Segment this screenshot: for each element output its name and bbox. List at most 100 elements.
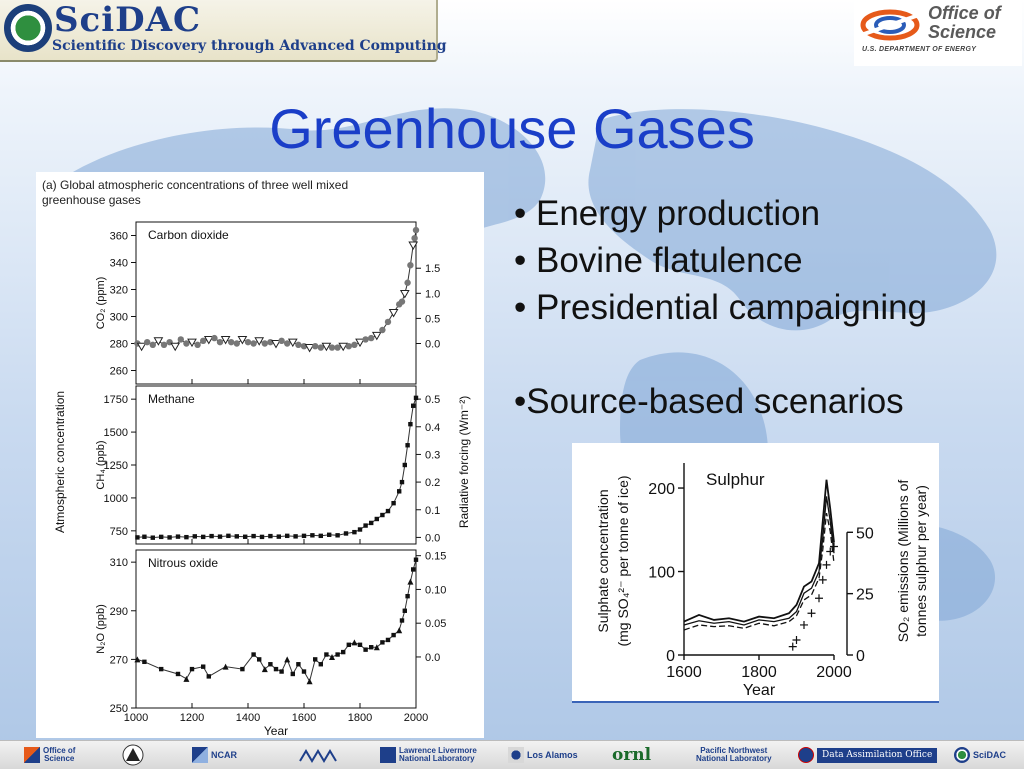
- data-point: [153, 337, 164, 346]
- y2-tick-label: 0.3: [425, 449, 440, 461]
- scidac-logo-subtitle: Scientific Discovery through Advanced Co…: [52, 38, 447, 54]
- data-point: [408, 421, 413, 427]
- data-point: [301, 533, 307, 539]
- berkeley-lab-logo: [298, 744, 338, 766]
- ncar-icon: [192, 747, 208, 763]
- data-point: [404, 279, 411, 286]
- y2-tick-label: 0.0: [425, 652, 440, 664]
- office-of-science-swoosh-icon: [860, 9, 920, 41]
- data-point: [324, 652, 329, 657]
- emission-marker: [830, 542, 838, 551]
- office-of-science-footer-icon: [24, 747, 40, 763]
- data-point: [363, 647, 368, 652]
- y2-tick-label: 0.0: [425, 532, 440, 544]
- emission-marker: [818, 575, 827, 584]
- data-point: [271, 340, 281, 349]
- panel-ylabel: N₂O (ppb): [95, 604, 107, 654]
- x-axis-label: Year: [743, 682, 776, 699]
- data-point: [183, 675, 190, 682]
- data-point: [160, 341, 168, 349]
- data-point: [304, 344, 315, 353]
- ncar-logo: NCAR: [192, 744, 237, 766]
- x-tick-label: 1000: [124, 712, 148, 724]
- data-point: [159, 666, 164, 672]
- data-point: [411, 567, 416, 572]
- bullet-presidential-campaigning: • Presidential campaigning: [514, 288, 928, 327]
- y-tick-label: 310: [110, 557, 128, 569]
- x-tick-label: 1400: [236, 712, 260, 724]
- y2-tick-label: 0.5: [425, 313, 440, 325]
- header: SciDAC Scientific Discovery through Adva…: [0, 0, 1024, 66]
- data-point: [312, 343, 319, 350]
- data-point: [177, 336, 184, 343]
- y-tick-label: 1750: [104, 394, 128, 406]
- scidac-footer-logo: SciDAC: [954, 744, 1006, 766]
- data-point: [261, 666, 268, 673]
- y-tick-label: 250: [110, 703, 128, 715]
- emission-marker: [788, 642, 797, 651]
- emission-marker: [800, 620, 808, 629]
- data-point: [343, 531, 349, 536]
- llnl-icon: [380, 747, 396, 763]
- data-point: [413, 395, 419, 401]
- data-point: [399, 479, 405, 485]
- data-point: [206, 674, 211, 679]
- data-point: [251, 652, 256, 657]
- data-point: [279, 669, 284, 674]
- data-point: [136, 342, 147, 352]
- y-tick-label: 340: [110, 258, 128, 270]
- data-point: [251, 533, 256, 539]
- emission-marker: [826, 547, 835, 556]
- office-of-science-title: Office of Science: [928, 3, 1001, 42]
- nasa-dao-logo: Data Assimilation Office: [798, 744, 938, 766]
- pnnl-logo: Pacific Northwest National Laboratory: [696, 744, 772, 766]
- data-point: [345, 343, 352, 350]
- data-point: [380, 512, 385, 518]
- data-point: [184, 534, 189, 540]
- data-point: [317, 344, 324, 351]
- ornl-label: ornl: [612, 744, 652, 765]
- sulphur-chart: Sulphur 0 100 200 0 25 50 1600 1800 2000 Year Sulph…: [572, 443, 939, 703]
- emission-marker: [792, 635, 801, 644]
- data-point: [142, 534, 147, 539]
- data-point: [209, 533, 214, 539]
- data-point: [310, 533, 315, 538]
- data-point: [396, 627, 403, 634]
- footer-oos-line2: Science: [44, 754, 75, 763]
- data-point: [405, 593, 410, 599]
- data-point: [250, 340, 257, 347]
- data-point: [295, 341, 302, 349]
- los-alamos-label: Los Alamos: [527, 749, 578, 760]
- emission-marker: [822, 560, 831, 569]
- bullet-source-based-scenarios: •Source-based scenarios: [514, 382, 904, 421]
- panel-1: Methane 750 1000 1250 1500 1750 0.0 0.1 0.2 0.3 0.…: [95, 385, 440, 545]
- data-point: [369, 645, 374, 650]
- data-point: [187, 338, 197, 348]
- los-alamos-icon: [508, 747, 524, 763]
- panel-frame: [135, 385, 417, 545]
- y2-tick-label: 0.0: [425, 339, 440, 351]
- data-point: [183, 340, 190, 347]
- data-point: [134, 656, 141, 663]
- data-point: [293, 534, 298, 539]
- footer-pnnl-line2: National Laboratory: [696, 754, 772, 763]
- data-point: [397, 489, 402, 494]
- data-point: [306, 678, 313, 685]
- y-axis-label-line1: Sulphate concentration: [595, 489, 611, 632]
- shared-y2-axis-label: Radiative forcing (Wm⁻²): [457, 396, 471, 528]
- data-point: [201, 534, 206, 540]
- berkeley-lab-icon: [299, 749, 337, 763]
- data-point: [371, 331, 382, 341]
- data-point: [329, 653, 335, 660]
- data-point: [268, 533, 273, 539]
- ornl-logo: ornl: [612, 744, 651, 766]
- data-point: [240, 666, 245, 672]
- data-point: [413, 557, 419, 562]
- data-point: [328, 344, 336, 351]
- data-point: [226, 533, 231, 539]
- data-point: [233, 340, 240, 347]
- data-point: [384, 318, 392, 326]
- data-point: [150, 535, 155, 540]
- scidac-banner: SciDAC Scientific Discovery through Adva…: [0, 0, 447, 62]
